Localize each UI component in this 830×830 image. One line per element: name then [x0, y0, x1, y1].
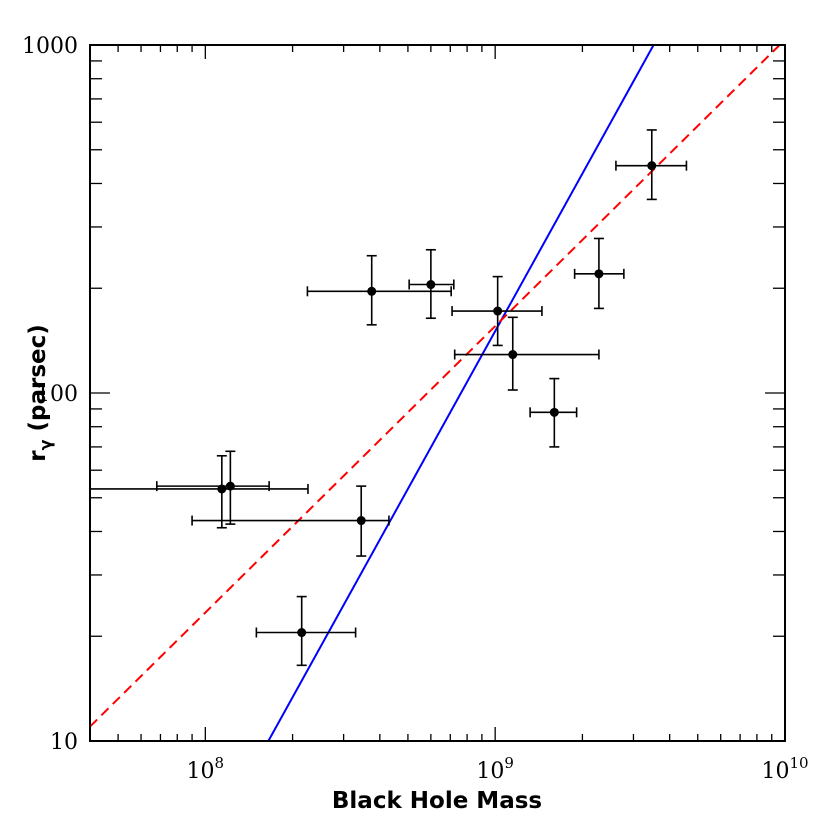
data-marker — [356, 516, 366, 526]
data-point-11 — [615, 129, 688, 201]
y-tick-label: 10 — [50, 730, 78, 755]
y-tick-label: 1000 — [22, 34, 78, 59]
data-marker — [647, 161, 657, 171]
data-marker — [367, 286, 377, 296]
data-point-1 — [89, 454, 309, 529]
axis-ticks — [89, 44, 786, 742]
x-axis-label: Black Hole Mass — [332, 788, 542, 814]
x-tick-label: 109 — [476, 754, 514, 784]
y-tick-label: 100 — [36, 382, 78, 407]
fit-lines — [90, 45, 781, 741]
data-point-7 — [451, 275, 543, 347]
y-axis-label-symbol: r — [25, 450, 51, 462]
data-marker — [225, 481, 235, 491]
plot-frame — [89, 44, 786, 742]
data-marker — [297, 628, 307, 638]
data-marker — [426, 280, 436, 290]
data-point-5 — [306, 254, 452, 326]
data-marker — [594, 269, 604, 279]
x-tick-label: 1010 — [761, 754, 808, 784]
data-point-4 — [191, 485, 390, 557]
y-axis-label-unit: (parsec) — [25, 324, 51, 439]
data-point-6 — [408, 248, 455, 320]
data-points — [89, 129, 688, 667]
data-point-8 — [453, 316, 600, 391]
y-axis-label: rγ (parsec) — [25, 324, 55, 462]
data-point-3 — [255, 595, 357, 667]
x-tick-label: 108 — [187, 754, 225, 784]
data-point-10 — [573, 237, 625, 310]
data-marker — [508, 350, 518, 360]
data-marker — [493, 306, 503, 316]
data-point-9 — [529, 377, 578, 448]
solid-fit-line — [267, 45, 655, 741]
y-axis-label-subscript: γ — [36, 439, 55, 450]
dashed-fit-line — [90, 45, 781, 728]
data-point-2 — [155, 450, 270, 525]
data-marker — [549, 407, 559, 417]
